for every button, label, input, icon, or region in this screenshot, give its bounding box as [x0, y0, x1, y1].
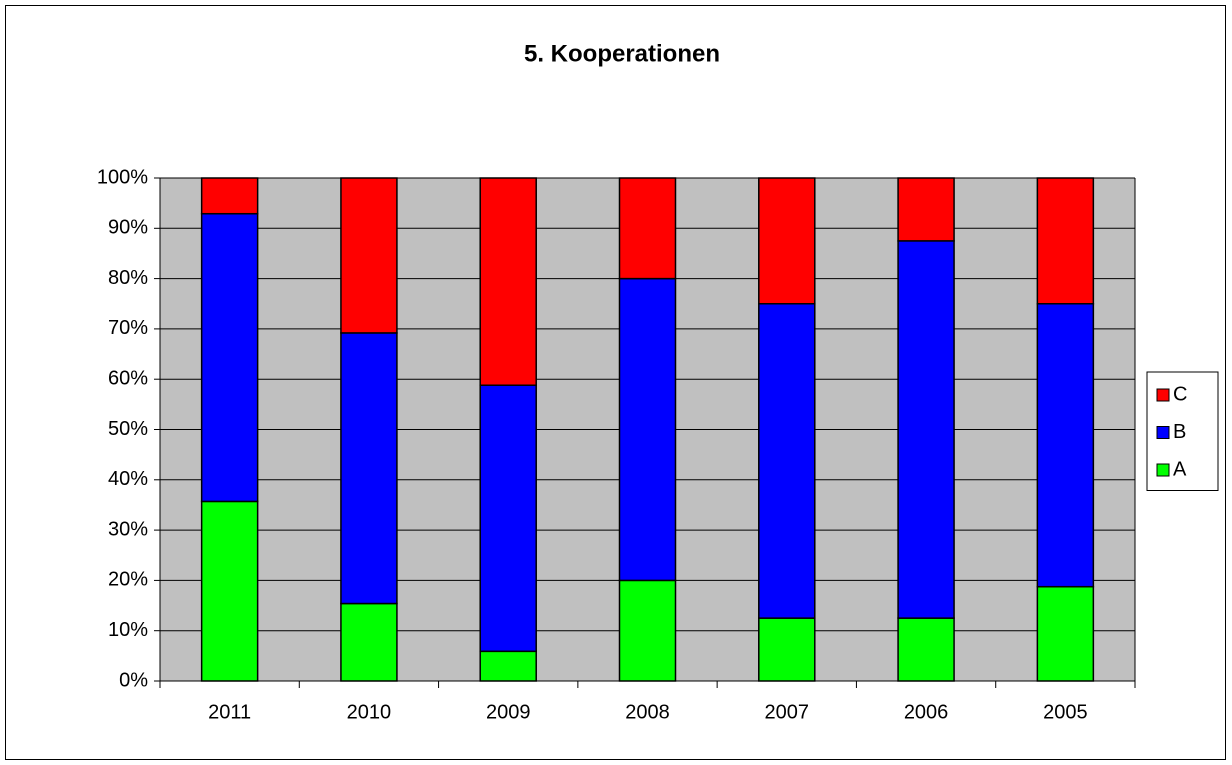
bar-segment	[758, 617, 816, 682]
bar-segment	[340, 332, 398, 605]
bar-segment	[200, 212, 259, 503]
legend-label: A	[1173, 458, 1187, 480]
bar-segment	[758, 303, 816, 619]
y-tick-label: 60%	[108, 367, 148, 389]
bar-segment	[200, 500, 259, 682]
y-tick-label: 90%	[108, 217, 148, 239]
y-tick-label: 40%	[108, 468, 148, 490]
y-tick-label: 0%	[119, 669, 148, 691]
bar-segment	[1036, 585, 1095, 682]
x-tick-label: 2009	[486, 701, 531, 723]
y-tick-label: 10%	[108, 619, 148, 641]
legend-swatch	[1156, 463, 1170, 477]
bar-segment	[340, 177, 398, 334]
bar-segment	[479, 384, 537, 653]
bar-segment	[618, 277, 677, 582]
y-tick-label: 50%	[108, 418, 148, 440]
x-tick-label: 2010	[347, 701, 392, 723]
x-tick-label: 2006	[904, 701, 949, 723]
x-tick-label: 2007	[765, 701, 810, 723]
bar-segment	[200, 177, 259, 215]
bar-segment	[897, 177, 955, 242]
bar-segment	[479, 650, 537, 682]
x-tick-label: 2011	[208, 701, 251, 723]
bar-segment	[1036, 177, 1095, 305]
bar-segment	[1036, 303, 1095, 588]
y-tick-label: 70%	[108, 317, 148, 339]
legend-label: C	[1173, 383, 1187, 405]
y-tick-label: 100%	[97, 166, 148, 188]
bar-segment	[618, 177, 677, 280]
bar-segment	[479, 177, 537, 386]
y-tick-label: 30%	[108, 518, 148, 540]
bar-segment	[618, 579, 677, 682]
legend-swatch	[1156, 426, 1170, 439]
legend-swatch	[1156, 388, 1170, 402]
x-tick-label: 2008	[625, 701, 670, 723]
bar-segment	[897, 617, 955, 682]
bar-segment	[897, 240, 955, 619]
x-tick-label: 2005	[1043, 701, 1088, 723]
bar-segment	[340, 602, 398, 682]
y-tick-label: 20%	[108, 569, 148, 591]
chart-title: 5. Kooperationen	[524, 40, 720, 67]
legend-label: B	[1173, 421, 1186, 443]
bar-segment	[758, 177, 816, 305]
y-tick-label: 80%	[108, 267, 148, 289]
